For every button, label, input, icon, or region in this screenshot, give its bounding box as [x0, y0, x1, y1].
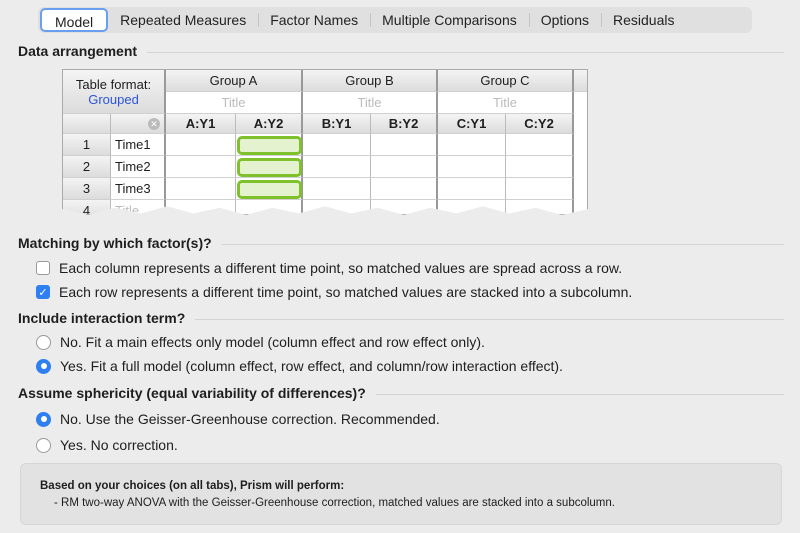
data-cell — [236, 134, 303, 156]
group-title: Title — [303, 92, 438, 114]
corner-cell — [63, 114, 111, 134]
option-label: No. Use the Geisser-Greenhouse correctio… — [60, 411, 440, 427]
column-header: B:Y2 — [371, 114, 438, 134]
data-cell — [438, 134, 506, 156]
summary-detail: - RM two-way ANOVA with the Geisser-Gree… — [54, 497, 615, 509]
radio-selected[interactable] — [36, 358, 51, 374]
radio[interactable] — [36, 334, 51, 350]
interaction-option-yes[interactable]: Yes. Fit a full model (column effect, ro… — [36, 358, 563, 374]
data-cell — [506, 178, 574, 200]
data-cell — [303, 200, 371, 214]
matching-option-subcolumn[interactable]: ✓ Each row represents a different time po… — [36, 284, 632, 300]
data-cell — [303, 134, 371, 156]
column-header: A:Y2 — [236, 114, 303, 134]
option-label: Each row represents a different time poi… — [59, 284, 633, 300]
clear-icon: ✕ — [111, 114, 166, 134]
data-cell — [438, 200, 506, 214]
data-cell — [303, 156, 371, 178]
highlighted-cell — [237, 136, 302, 155]
radio-selected[interactable] — [36, 411, 51, 427]
section-data-arrangement: Data arrangement — [18, 43, 784, 59]
group-header: Group C — [438, 70, 574, 92]
group-header: Group B — [303, 70, 438, 92]
row-title: Time2 — [111, 156, 166, 178]
data-cell — [438, 156, 506, 178]
divider — [195, 318, 784, 320]
data-cell — [166, 178, 236, 200]
highlighted-cell — [237, 180, 302, 199]
row-number: 2 — [63, 156, 111, 178]
data-cell — [303, 178, 371, 200]
table-format-label: Table format: — [75, 76, 152, 92]
section-matching: Matching by which factor(s)? — [18, 235, 784, 251]
group-title: Title — [166, 92, 303, 114]
section-sphericity: Assume sphericity (equal variability of … — [18, 385, 784, 401]
data-cell — [506, 156, 574, 178]
option-label: Each column represents a different time … — [59, 260, 623, 276]
tab-model[interactable]: Model — [40, 8, 109, 32]
table-format-cell: Table format: Grouped — [63, 70, 166, 114]
divider — [221, 243, 784, 245]
section-interaction: Include interaction term? — [18, 310, 784, 326]
column-header: B:Y1 — [303, 114, 371, 134]
data-cell — [236, 156, 303, 178]
group-header-partial — [574, 70, 587, 92]
section-heading: Matching by which factor(s)? — [18, 235, 212, 251]
divider — [375, 393, 784, 395]
interaction-option-no[interactable]: No. Fit a main effects only model (colum… — [36, 334, 485, 350]
tab-bar: Model Repeated Measures Factor Names Mul… — [38, 7, 752, 33]
data-cell — [166, 200, 236, 214]
data-cell — [506, 134, 574, 156]
row-number: 1 — [63, 134, 111, 156]
data-cell — [236, 200, 303, 214]
section-heading: Data arrangement — [18, 43, 138, 59]
option-label: Yes. No correction. — [60, 437, 178, 453]
row-title: Title — [111, 200, 166, 214]
data-table-preview: Table format: Grouped Group A Group B Gr… — [62, 69, 588, 215]
data-cell — [371, 178, 438, 200]
column-header: A:Y1 — [166, 114, 236, 134]
checkbox-checked[interactable]: ✓ — [36, 285, 50, 299]
tab-factor-names[interactable]: Factor Names — [258, 8, 370, 32]
highlighted-cell — [237, 158, 302, 177]
column-header: C:Y2 — [506, 114, 574, 134]
summary-title: Based on your choices (on all tabs), Pri… — [40, 480, 345, 492]
data-cell — [371, 156, 438, 178]
row-title: Time3 — [111, 178, 166, 200]
column-header: C:Y1 — [438, 114, 506, 134]
data-cell — [506, 200, 574, 214]
tab-multiple-comparisons[interactable]: Multiple Comparisons — [370, 8, 529, 32]
section-heading: Include interaction term? — [18, 310, 186, 326]
checkbox[interactable] — [36, 261, 50, 275]
sphericity-option-yes[interactable]: Yes. No correction. — [36, 437, 178, 453]
option-label: No. Fit a main effects only model (colum… — [60, 334, 485, 350]
divider — [147, 51, 784, 53]
tab-residuals[interactable]: Residuals — [601, 8, 686, 32]
data-cell — [236, 178, 303, 200]
data-cell — [166, 134, 236, 156]
row-number: 4 — [63, 200, 111, 214]
data-cell — [371, 200, 438, 214]
row-number: 3 — [63, 178, 111, 200]
sphericity-option-no[interactable]: No. Use the Geisser-Greenhouse correctio… — [36, 411, 440, 427]
option-label: Yes. Fit a full model (column effect, ro… — [60, 358, 563, 374]
radio[interactable] — [36, 437, 51, 453]
data-cell — [166, 156, 236, 178]
section-heading: Assume sphericity (equal variability of … — [18, 385, 366, 401]
data-cell — [438, 178, 506, 200]
tab-options[interactable]: Options — [528, 8, 601, 32]
matching-option-row-spread[interactable]: Each column represents a different time … — [36, 260, 622, 276]
summary-box: Based on your choices (on all tabs), Pri… — [20, 463, 782, 525]
table-format-value: Grouped — [88, 91, 139, 107]
data-cell — [371, 134, 438, 156]
group-header: Group A — [166, 70, 303, 92]
tab-repeated-measures[interactable]: Repeated Measures — [120, 12, 247, 28]
group-title: Title — [438, 92, 574, 114]
row-title: Time1 — [111, 134, 166, 156]
